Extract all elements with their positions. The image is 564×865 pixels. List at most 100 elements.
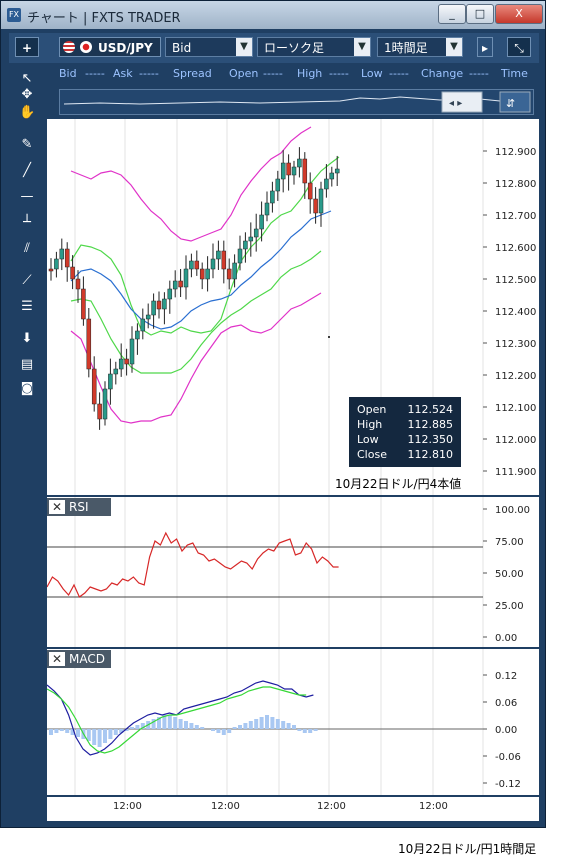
- expand-icon[interactable]: ⤡: [507, 37, 531, 57]
- fib-fan-icon[interactable]: ⟋: [22, 273, 32, 288]
- candle: [264, 202, 270, 216]
- macd-pane[interactable]: 0.12 0.06 0.00 -0.06 -0.12: [46, 649, 539, 795]
- macd-histogram-bar: [157, 717, 161, 729]
- price-chart[interactable]: 112.900 112.800 112.700 112.600 112.500 112.4…: [47, 119, 539, 495]
- candle: [178, 280, 183, 288]
- macd-histogram-bar: [292, 725, 296, 729]
- chevron-down-icon: ▼: [354, 38, 370, 56]
- rsi-line: [46, 531, 339, 598]
- macd-histogram-bar: [54, 729, 59, 733]
- symbol-selector[interactable]: USD/JPY: [59, 37, 161, 57]
- close-panel-icon[interactable]: ✕: [49, 652, 65, 666]
- macd-histogram-bar: [254, 719, 259, 729]
- low-row-label: Low: [357, 433, 379, 446]
- close-panel-icon[interactable]: ✕: [49, 500, 65, 514]
- macd-tick-label: 0.00: [495, 725, 517, 736]
- macd-histogram-bar: [189, 723, 194, 729]
- price-type-select[interactable]: Bid ▼: [165, 37, 253, 57]
- arrow-down-icon[interactable]: ⬇: [21, 331, 33, 346]
- candle: [86, 318, 92, 370]
- timeframe-select[interactable]: 1時間足 ▼: [377, 37, 463, 57]
- fib-retrace-icon[interactable]: ☰: [21, 299, 33, 314]
- price-tick-label: 112.300: [495, 339, 536, 350]
- macd-histogram-bar: [178, 719, 183, 729]
- candle: [226, 268, 232, 280]
- macd-histogram-bar: [286, 723, 291, 729]
- cursor-icon[interactable]: ↖: [21, 71, 33, 86]
- chevron-down-icon: ▼: [446, 38, 462, 56]
- macd-histogram-bar: [130, 727, 134, 729]
- ask-value: -----: [139, 67, 159, 80]
- maximize-button[interactable]: □: [466, 4, 494, 24]
- vertical-line-icon[interactable]: ┴: [23, 215, 31, 230]
- svg-text:◂ ▸: ◂ ▸: [449, 98, 462, 109]
- moving-average-line: [70, 210, 332, 330]
- svg-text:⇵: ⇵: [506, 97, 515, 110]
- candle: [124, 358, 129, 365]
- price-tick-label: 112.900: [495, 147, 536, 158]
- high-value: -----: [329, 67, 349, 80]
- rsi-chart[interactable]: 100.00 75.00 50.00 25.00 0.00: [46, 497, 539, 647]
- low-row-value: 112.350: [407, 433, 454, 446]
- candle: [253, 228, 259, 238]
- bollinger-upper-outer: [70, 126, 312, 242]
- macd-histogram-bar: [200, 727, 205, 729]
- horizontal-line-icon[interactable]: —: [20, 189, 34, 204]
- hand-icon[interactable]: ✋: [19, 105, 36, 120]
- macd-histogram-bar: [59, 729, 64, 731]
- macd-line: [46, 680, 314, 756]
- window-title: チャート | FXTS TRADER: [27, 11, 181, 26]
- macd-histogram-bar: [119, 729, 124, 733]
- bollinger-lower-outer: [70, 292, 322, 424]
- pencil-icon[interactable]: ✎: [21, 137, 33, 152]
- candle: [162, 298, 167, 310]
- cursor-dot: [328, 336, 330, 338]
- chart-toolbar: + USD/JPY Bid ▼ ローソク足 ▼ 1時間足 ▼ ▸ ⤡: [9, 33, 539, 63]
- price-tick-label: 112.200: [495, 371, 536, 382]
- candle: [270, 190, 275, 204]
- macd-histogram-bar: [167, 715, 172, 729]
- macd-histogram-bar: [135, 725, 140, 729]
- camera-icon[interactable]: ◙: [20, 381, 34, 396]
- rsi-title: RSI: [69, 500, 89, 514]
- candle: [275, 178, 281, 192]
- toolbar-scroll-icon[interactable]: ▸: [477, 37, 493, 57]
- macd-histogram-bar: [151, 719, 156, 729]
- chart-type-value: ローソク足: [264, 41, 325, 55]
- minimize-button[interactable]: _: [438, 4, 466, 24]
- fx-logo-icon: FX: [7, 8, 21, 22]
- candle: [91, 368, 97, 405]
- open-row-label: Open: [357, 403, 387, 416]
- list-icon[interactable]: ▤: [20, 357, 34, 372]
- close-button[interactable]: X: [495, 4, 543, 24]
- add-chart-button[interactable]: +: [15, 37, 39, 57]
- chart-type-select[interactable]: ローソク足 ▼: [257, 37, 371, 57]
- candle: [118, 358, 124, 370]
- title-bar[interactable]: FX チャート | FXTS TRADER _ □ X: [1, 1, 545, 29]
- candle: [156, 300, 162, 310]
- bollinger-lower-inner: [70, 250, 322, 374]
- price-chart-pane[interactable]: 112.900 112.800 112.700 112.600 112.500 112.4…: [47, 119, 539, 495]
- open-row-value: 112.524: [407, 403, 454, 416]
- price-tick-label: 111.900: [495, 467, 536, 478]
- candle: [113, 368, 119, 375]
- candle: [243, 240, 248, 250]
- chart-navigator[interactable]: ◂ ▸ ⇵: [59, 89, 534, 115]
- signal-line: [46, 686, 307, 754]
- time-tick: 12:00: [113, 801, 142, 812]
- candle: [151, 300, 156, 316]
- rsi-pane[interactable]: 100.00 75.00 50.00 25.00 0.00: [46, 497, 539, 647]
- macd-histogram-bar: [173, 717, 178, 729]
- price-tick-label: 112.000: [495, 435, 536, 446]
- price-tick-label: 112.500: [495, 275, 536, 286]
- candle: [140, 318, 146, 332]
- channel-icon[interactable]: ⫽: [24, 241, 30, 256]
- macd-chart[interactable]: 0.12 0.06 0.00 -0.06 -0.12: [46, 649, 539, 795]
- macd-histogram-bar: [216, 729, 221, 733]
- navigator-handle[interactable]: [441, 91, 483, 113]
- candle: [329, 172, 335, 180]
- rsi-tick-label: 100.00: [495, 505, 530, 516]
- price-caption: 10月22日ドル/円4本値: [335, 477, 462, 491]
- trend-line-icon[interactable]: ╱: [23, 163, 31, 178]
- crosshair-icon[interactable]: ✥: [21, 87, 33, 102]
